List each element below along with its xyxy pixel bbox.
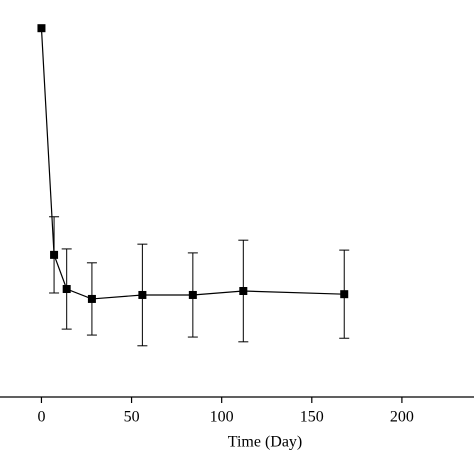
data-point — [87, 294, 96, 303]
x-tick-label: 150 — [300, 409, 324, 426]
data-point — [138, 290, 147, 299]
data-point — [50, 250, 59, 259]
data-point — [239, 287, 248, 296]
x-tick-label: 50 — [124, 409, 140, 426]
x-tick-label: 0 — [37, 409, 45, 426]
x-tick-label: 200 — [390, 409, 414, 426]
data-point — [188, 290, 197, 299]
x-tick-label: 100 — [210, 409, 234, 426]
x-axis-label: Time (Day) — [228, 434, 303, 451]
data-line — [40, 28, 345, 300]
data-point — [340, 290, 349, 299]
data-point — [62, 285, 71, 294]
data-point — [37, 24, 46, 33]
